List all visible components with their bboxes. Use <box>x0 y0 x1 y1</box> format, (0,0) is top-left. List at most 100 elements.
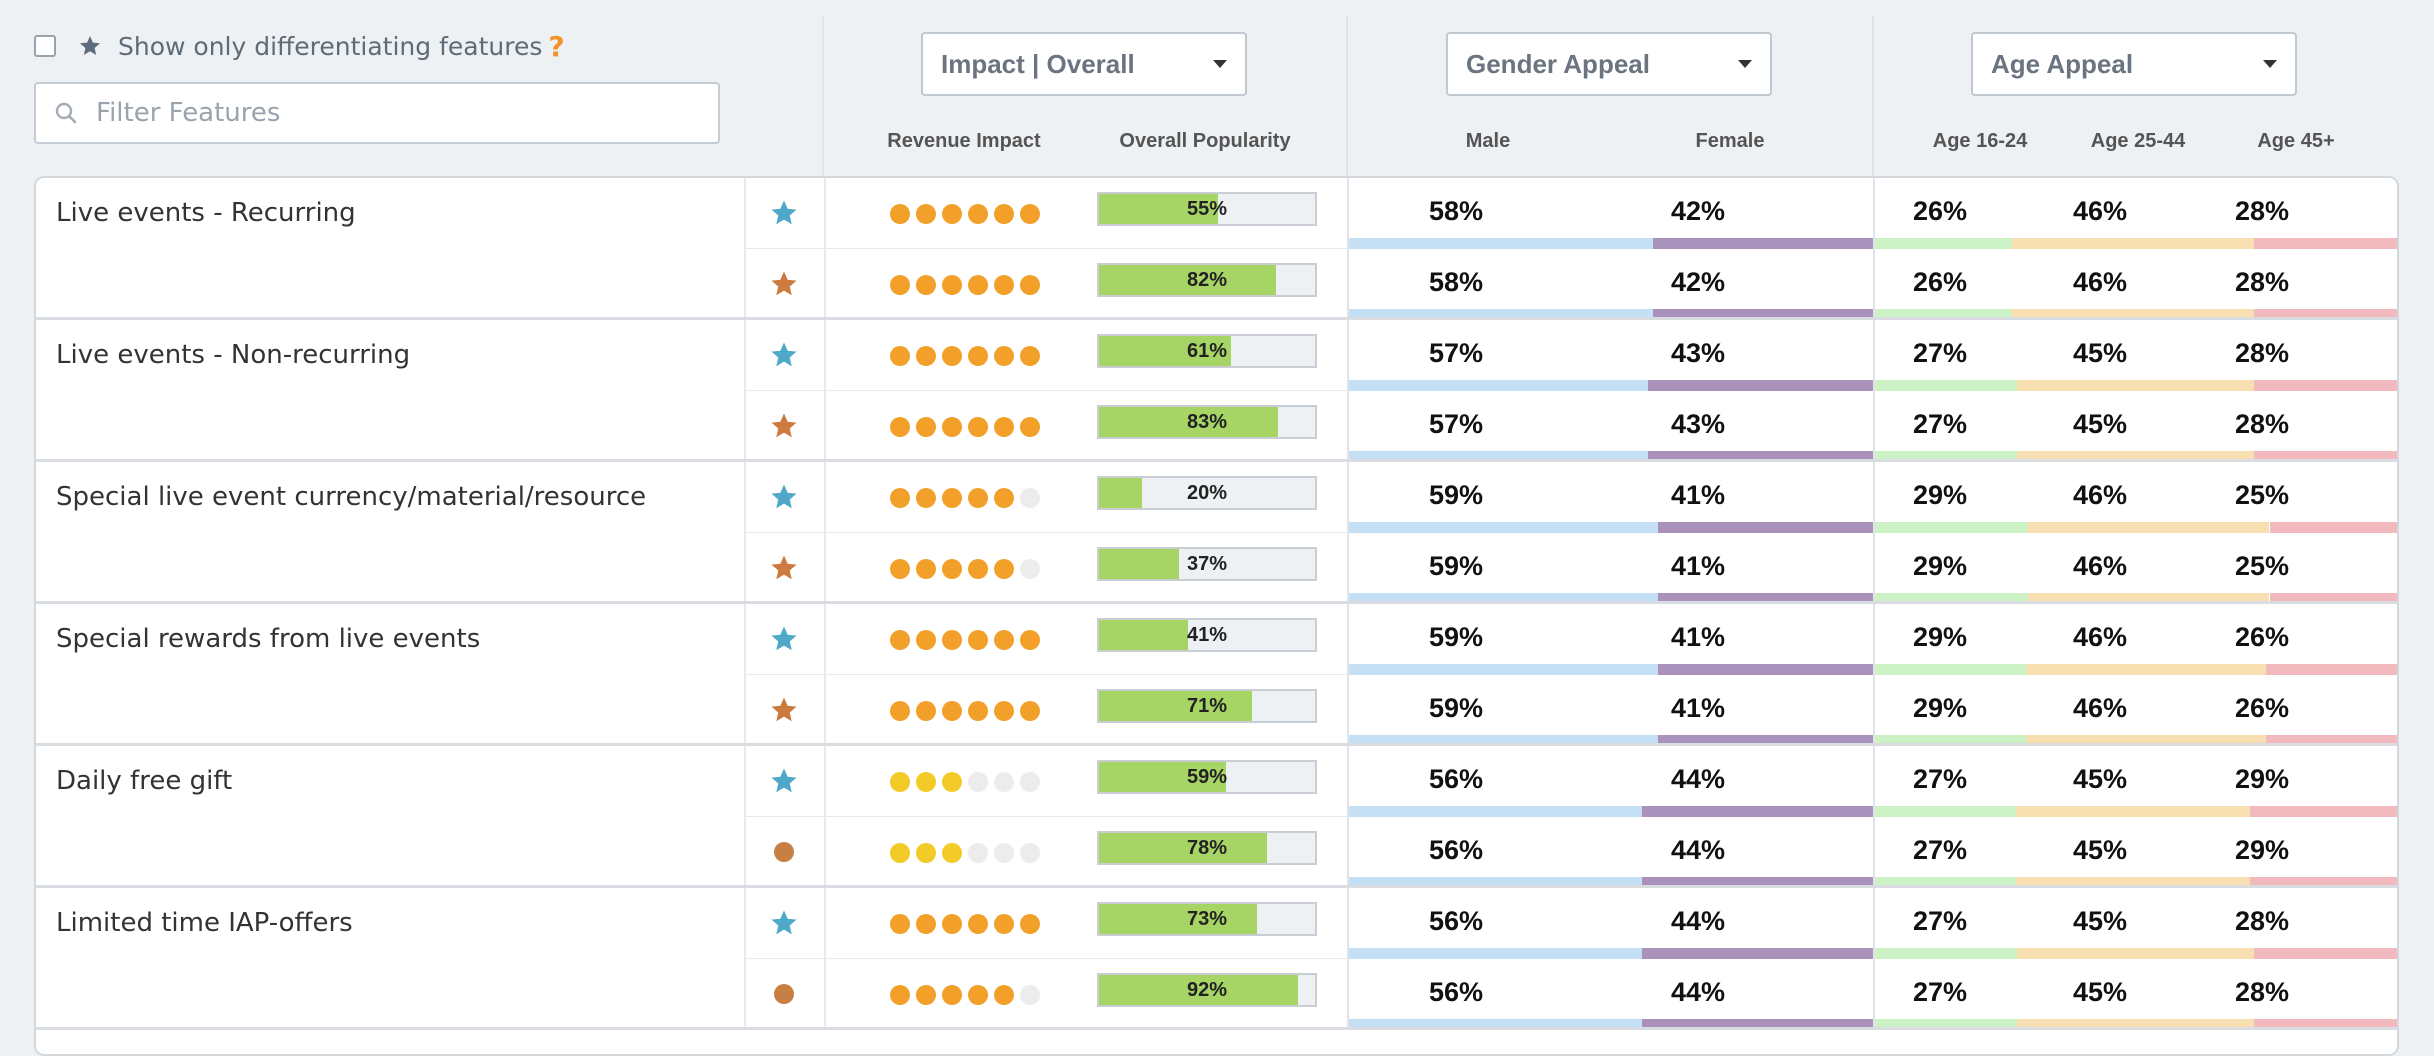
age-16-24-percent: 27% <box>1912 409 1968 439</box>
table-row[interactable]: 73% 56% 44% 27% 45% 28% <box>36 888 2397 959</box>
column-divider <box>1347 178 1349 320</box>
female-percent: 44% <box>1670 906 1726 936</box>
star-orange-icon[interactable] <box>769 269 799 299</box>
rating-dot <box>942 985 962 1005</box>
age-45-percent: 28% <box>2234 267 2290 297</box>
help-icon[interactable]: ? <box>548 29 565 63</box>
rating-dot <box>942 914 962 934</box>
col-age-16-24[interactable]: Age 16-24 <box>1932 130 2028 152</box>
male-percent: 57% <box>1428 409 1484 439</box>
female-share-bar <box>1647 451 1873 462</box>
male-share-bar <box>1349 948 1643 959</box>
star-orange-icon[interactable] <box>769 411 799 441</box>
male-percent: 57% <box>1428 338 1484 368</box>
age-45-percent: 28% <box>2234 338 2290 368</box>
rating-dot <box>994 204 1014 224</box>
rating-dot <box>942 275 962 295</box>
table-row[interactable]: 82% 58% 42% 26% 46% 28% <box>36 249 2397 320</box>
revenue-impact-rating <box>890 701 1040 721</box>
star-blue-icon[interactable] <box>769 340 799 370</box>
table-row[interactable]: 55% 58% 42% 26% 46% 28% <box>36 178 2397 249</box>
female-share-bar <box>1642 948 1873 959</box>
rating-dot <box>968 488 988 508</box>
star-blue-icon[interactable] <box>769 624 799 654</box>
column-divider <box>1347 746 1349 888</box>
table-row[interactable]: 59% 56% 44% 27% 45% 29% <box>36 746 2397 817</box>
star-blue-icon[interactable] <box>769 198 799 228</box>
popularity-value: 78% <box>1186 836 1228 859</box>
table-row[interactable]: 83% 57% 43% 27% 45% 28% <box>36 391 2397 462</box>
filter-features-input[interactable] <box>94 97 658 129</box>
differentiating-label[interactable]: Show only differentiating features <box>118 31 543 61</box>
feature-name[interactable]: Special live event currency/material/res… <box>56 482 647 512</box>
col-male[interactable]: Male <box>1465 130 1511 152</box>
table-row[interactable]: 71% 59% 41% 29% 46% 26% <box>36 675 2397 746</box>
feature-name[interactable]: Limited time IAP-offers <box>56 908 353 938</box>
age-16-24-percent: 27% <box>1912 906 1968 936</box>
age-25-44-share-bar <box>2017 451 2254 462</box>
age-16-24-share-bar <box>1875 1019 2018 1030</box>
col-revenue-impact[interactable]: Revenue Impact <box>887 130 1041 152</box>
rating-dot <box>916 275 936 295</box>
age-25-44-percent: 46% <box>2072 196 2128 226</box>
female-share-bar <box>1658 735 1873 746</box>
table-row[interactable]: 37% 59% 41% 29% 46% 25% <box>36 533 2397 604</box>
rating-dot <box>890 843 910 863</box>
age-45-percent: 28% <box>2234 906 2290 936</box>
revenue-impact-rating <box>890 985 1040 1005</box>
popularity-bar: 59% <box>1097 760 1317 794</box>
col-age-45[interactable]: Age 45+ <box>2257 130 2335 152</box>
rating-dot <box>1020 701 1040 721</box>
rating-dot <box>1020 914 1040 934</box>
rating-dot <box>916 204 936 224</box>
female-percent: 42% <box>1670 267 1726 297</box>
table-row[interactable]: 92% 56% 44% 27% 45% 28% <box>36 959 2397 1030</box>
feature-name[interactable]: Daily free gift <box>56 766 233 796</box>
feature-group: Limited time IAP-offers 73% 56% 44% 27% 45% 28… <box>36 888 2397 1030</box>
star-blue-icon[interactable] <box>769 908 799 938</box>
star-orange-icon[interactable] <box>769 695 799 725</box>
table-row[interactable]: 78% 56% 44% 27% 45% 29% <box>36 817 2397 888</box>
age-25-44-share-bar <box>2015 806 2250 817</box>
age-dropdown[interactable]: Age Appeal <box>1971 32 2297 96</box>
rating-dot <box>968 275 988 295</box>
gender-dropdown[interactable]: Gender Appeal <box>1446 32 1772 96</box>
column-divider <box>1873 888 1875 1030</box>
col-female[interactable]: Female <box>1695 130 1765 152</box>
table-row[interactable]: 61% 57% 43% 27% 45% 28% <box>36 320 2397 391</box>
rating-dot <box>916 985 936 1005</box>
rating-dot <box>1020 488 1040 508</box>
popularity-value: 92% <box>1186 978 1228 1001</box>
female-share-bar <box>1658 593 1873 604</box>
dot-icon[interactable] <box>774 842 794 862</box>
rating-dot <box>994 630 1014 650</box>
filter-box <box>34 82 720 144</box>
impact-dropdown[interactable]: Impact | Overall <box>921 32 1247 96</box>
star-blue-icon[interactable] <box>769 766 799 796</box>
rating-dot <box>968 772 988 792</box>
dot-icon[interactable] <box>774 984 794 1004</box>
rating-dot <box>994 843 1014 863</box>
star-orange-icon[interactable] <box>769 553 799 583</box>
feature-name[interactable]: Live events - Recurring <box>56 198 356 228</box>
differentiating-checkbox[interactable] <box>34 35 56 57</box>
col-overall-popularity[interactable]: Overall Popularity <box>1119 130 1291 152</box>
star-blue-icon[interactable] <box>769 482 799 512</box>
male-percent: 56% <box>1428 977 1484 1007</box>
popularity-value: 37% <box>1186 552 1228 575</box>
col-age-25-44[interactable]: Age 25-44 <box>2090 130 2186 152</box>
feature-group: Live events - Recurring 55% 58% 42% 26% 46% 28… <box>36 178 2397 320</box>
popularity-bar-fill <box>1099 833 1268 863</box>
table-row[interactable]: 41% 59% 41% 29% 46% 26% <box>36 604 2397 675</box>
age-45-share-bar <box>2265 664 2397 675</box>
feature-name[interactable]: Live events - Non-recurring <box>56 340 411 370</box>
female-share-bar <box>1652 309 1873 320</box>
feature-name[interactable]: Special rewards from live events <box>56 624 481 654</box>
female-percent: 44% <box>1670 835 1726 865</box>
age-25-44-percent: 45% <box>2072 977 2128 1007</box>
popularity-bar-fill <box>1099 762 1227 792</box>
table-row[interactable]: 20% 59% 41% 29% 46% 25% <box>36 462 2397 533</box>
age-45-share-bar <box>2253 451 2397 462</box>
female-share-bar <box>1642 1019 1873 1030</box>
revenue-impact-rating <box>890 346 1040 366</box>
